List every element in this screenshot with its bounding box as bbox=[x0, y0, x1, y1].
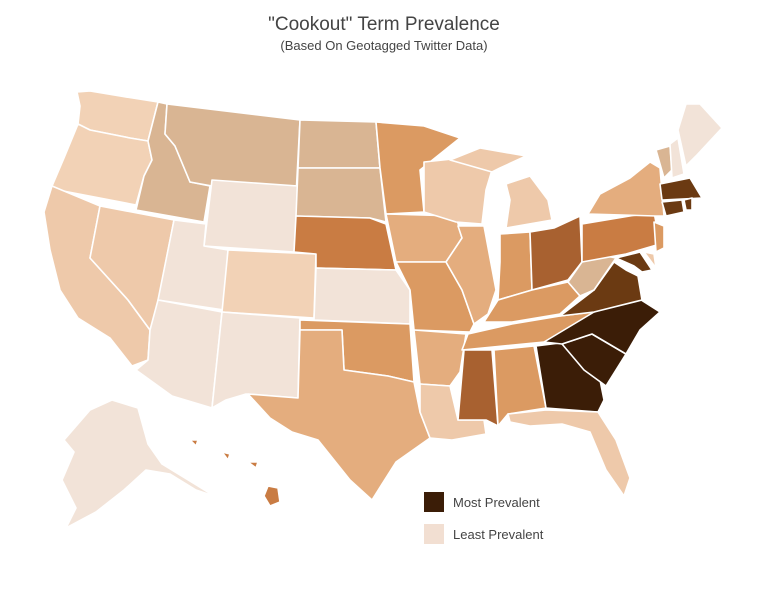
legend-swatch-least bbox=[424, 524, 444, 544]
legend-item-least: Least Prevalent bbox=[424, 524, 543, 544]
state-south-dakota bbox=[295, 167, 387, 223]
state-alaska bbox=[61, 399, 215, 529]
state-indiana bbox=[497, 231, 533, 301]
state-maine bbox=[677, 103, 723, 167]
state-new-york bbox=[587, 161, 665, 217]
state-florida bbox=[507, 409, 631, 497]
state-rhode-island bbox=[683, 197, 693, 211]
state-delaware bbox=[643, 251, 657, 269]
state-kansas bbox=[313, 267, 411, 325]
legend-label-least: Least Prevalent bbox=[453, 526, 544, 542]
state-illinois bbox=[445, 225, 497, 325]
state-minnesota bbox=[375, 121, 461, 215]
state-new-jersey bbox=[653, 221, 665, 253]
state-connecticut bbox=[661, 199, 685, 217]
state-mississippi bbox=[457, 349, 499, 427]
state-alabama bbox=[493, 345, 547, 427]
map-subtitle: (Based On Geotagged Twitter Data) bbox=[280, 38, 488, 53]
state-wyoming bbox=[203, 179, 299, 253]
map-legend: Most Prevalent Least Prevalent bbox=[424, 492, 543, 556]
state-colorado bbox=[221, 249, 317, 319]
state-texas bbox=[247, 329, 431, 501]
state-new-hampshire bbox=[669, 137, 685, 179]
state-north-dakota bbox=[297, 119, 381, 169]
state-massachusetts bbox=[659, 177, 703, 201]
legend-label-most: Most Prevalent bbox=[453, 494, 540, 510]
state-hawaii bbox=[189, 439, 281, 507]
state-arkansas bbox=[413, 329, 467, 387]
state-louisiana bbox=[419, 383, 487, 441]
state-michigan bbox=[449, 147, 553, 229]
legend-swatch-most bbox=[424, 492, 444, 512]
state-maryland bbox=[615, 251, 653, 273]
legend-item-most: Most Prevalent bbox=[424, 492, 543, 512]
state-new-mexico bbox=[211, 311, 301, 409]
map-title: "Cookout" Term Prevalence bbox=[268, 14, 500, 35]
